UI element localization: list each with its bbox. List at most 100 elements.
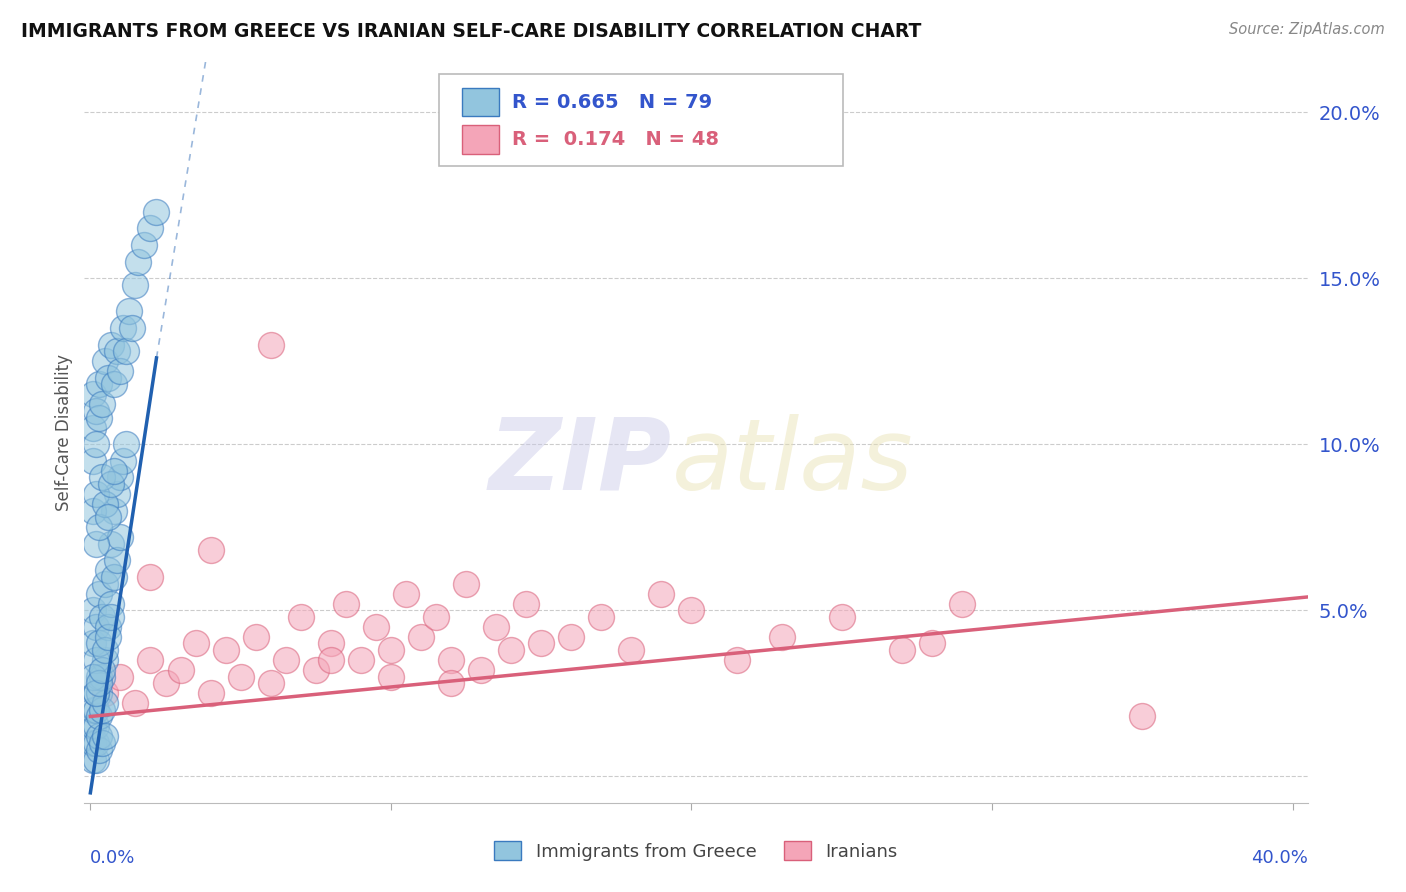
- Point: [305, 663, 328, 677]
- Point: [82, 753, 104, 767]
- Point: [107, 553, 129, 567]
- Point: [200, 686, 222, 700]
- Point: [560, 630, 582, 644]
- Point: [770, 630, 793, 644]
- Point: [260, 676, 283, 690]
- Point: [200, 543, 222, 558]
- Point: [950, 597, 973, 611]
- Point: [214, 643, 236, 657]
- Point: [86, 404, 108, 418]
- Point: [94, 686, 117, 700]
- Point: [103, 464, 125, 478]
- Point: [100, 610, 122, 624]
- Point: [115, 344, 138, 359]
- Text: ZIP: ZIP: [488, 414, 672, 511]
- Point: [86, 620, 108, 634]
- Point: [121, 321, 143, 335]
- Point: [110, 470, 132, 484]
- Point: [245, 630, 267, 644]
- Point: [107, 344, 129, 359]
- Point: [94, 653, 117, 667]
- Point: [82, 503, 104, 517]
- Point: [110, 530, 132, 544]
- Point: [86, 653, 108, 667]
- Point: [100, 477, 122, 491]
- Point: [89, 686, 111, 700]
- Point: [454, 576, 477, 591]
- Point: [409, 630, 432, 644]
- Bar: [463, 88, 499, 117]
- Text: Source: ZipAtlas.com: Source: ZipAtlas.com: [1229, 22, 1385, 37]
- Point: [82, 603, 104, 617]
- Point: [134, 238, 156, 252]
- Point: [115, 437, 138, 451]
- Text: 0.0%: 0.0%: [90, 849, 136, 867]
- Point: [110, 670, 132, 684]
- Point: [86, 437, 108, 451]
- Point: [89, 377, 111, 392]
- Point: [89, 410, 111, 425]
- Point: [100, 337, 122, 351]
- Point: [169, 663, 191, 677]
- Point: [97, 510, 120, 524]
- Point: [650, 587, 672, 601]
- Point: [100, 597, 122, 611]
- Point: [145, 204, 167, 219]
- Point: [94, 730, 117, 744]
- Point: [103, 503, 125, 517]
- Point: [89, 670, 111, 684]
- Point: [274, 653, 297, 667]
- Point: [82, 420, 104, 434]
- FancyBboxPatch shape: [439, 73, 842, 166]
- Legend: Immigrants from Greece, Iranians: Immigrants from Greece, Iranians: [486, 834, 905, 868]
- Point: [100, 537, 122, 551]
- Point: [94, 576, 117, 591]
- Point: [91, 470, 114, 484]
- Point: [290, 610, 312, 624]
- Y-axis label: Self-Care Disability: Self-Care Disability: [55, 354, 73, 511]
- Point: [91, 670, 114, 684]
- Point: [91, 663, 114, 677]
- Point: [97, 620, 120, 634]
- Point: [229, 670, 252, 684]
- Point: [103, 570, 125, 584]
- Point: [501, 643, 523, 657]
- Point: [260, 337, 283, 351]
- Point: [118, 304, 141, 318]
- Point: [319, 653, 342, 667]
- Point: [1130, 709, 1153, 723]
- Point: [425, 610, 447, 624]
- Point: [335, 597, 357, 611]
- Point: [82, 703, 104, 717]
- Point: [107, 487, 129, 501]
- Text: 40.0%: 40.0%: [1251, 849, 1308, 867]
- Text: atlas: atlas: [672, 414, 912, 511]
- Point: [82, 736, 104, 750]
- Point: [184, 636, 207, 650]
- Point: [127, 254, 149, 268]
- Point: [89, 520, 111, 534]
- Point: [380, 670, 402, 684]
- Point: [82, 719, 104, 733]
- Point: [91, 610, 114, 624]
- Point: [485, 620, 508, 634]
- Point: [86, 487, 108, 501]
- Point: [470, 663, 492, 677]
- Point: [364, 620, 387, 634]
- Point: [831, 610, 853, 624]
- Point: [350, 653, 373, 667]
- Point: [155, 676, 177, 690]
- Point: [440, 676, 463, 690]
- Point: [620, 643, 643, 657]
- Point: [97, 630, 120, 644]
- Point: [94, 354, 117, 368]
- Point: [112, 321, 135, 335]
- Point: [110, 364, 132, 378]
- Point: [139, 653, 162, 667]
- Point: [124, 696, 146, 710]
- Point: [86, 686, 108, 700]
- Point: [86, 686, 108, 700]
- Text: R = 0.665   N = 79: R = 0.665 N = 79: [513, 93, 713, 112]
- Point: [395, 587, 418, 601]
- Point: [440, 653, 463, 667]
